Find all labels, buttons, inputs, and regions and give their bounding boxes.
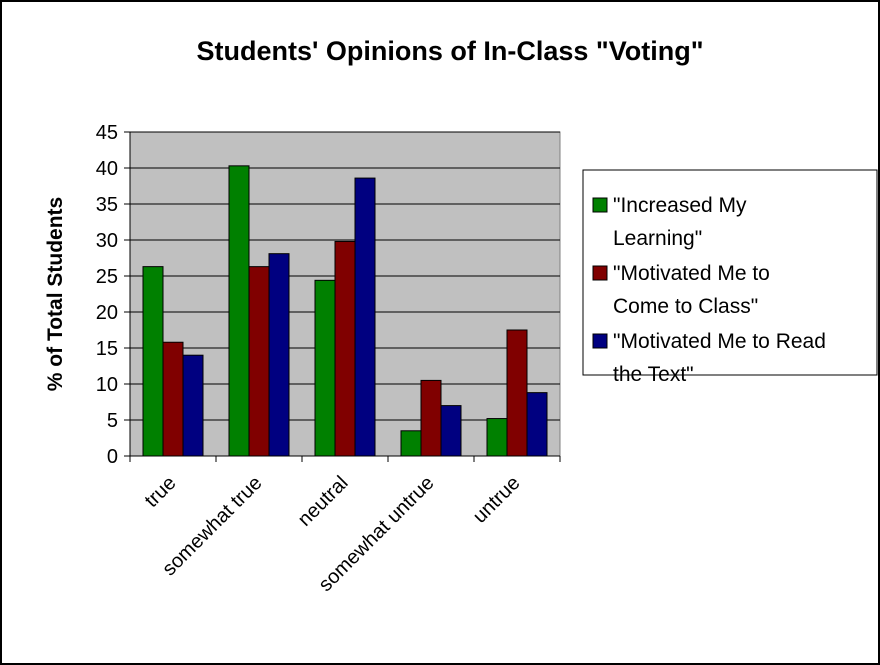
y-tick-label: 10: [96, 374, 118, 396]
legend-label: the Text": [613, 363, 694, 386]
y-tick-label: 35: [96, 194, 118, 216]
bar: [314, 279, 336, 457]
legend-swatch: [592, 333, 608, 349]
x-tick-label: neutral: [294, 472, 353, 531]
legend-label: "Increased My: [613, 194, 747, 217]
x-tick-label: untrue: [469, 472, 525, 528]
bar: [526, 392, 548, 457]
bar: [334, 240, 356, 457]
chart-title: Students' Opinions of In-Class "Voting": [196, 36, 703, 66]
legend-swatch: [592, 197, 608, 213]
bar: [420, 379, 442, 457]
y-tick-label: 40: [96, 158, 118, 180]
legend-box: [582, 169, 878, 376]
y-tick-label: 25: [96, 266, 118, 288]
legend: "Increased My Learning" "Motivated Me to Co…: [582, 169, 878, 386]
legend-swatch: [592, 265, 608, 281]
y-tick-label: 15: [96, 338, 118, 360]
bar: [182, 354, 204, 457]
bar: [400, 430, 422, 457]
legend-label: "Motivated Me to Read: [613, 330, 826, 353]
legend-label: "Motivated Me to: [613, 262, 770, 285]
bar: [506, 329, 528, 457]
bar: [142, 266, 164, 457]
x-tick-label: true: [141, 472, 181, 512]
y-tick-label: 30: [96, 230, 118, 252]
bar: [486, 418, 508, 457]
bar: [228, 165, 250, 457]
bar: [268, 253, 290, 457]
bar: [354, 177, 376, 457]
legend-label: Come to Class": [613, 295, 758, 318]
bar: [248, 266, 270, 457]
bar: [440, 405, 462, 457]
legend-label: Learning": [613, 227, 702, 250]
y-tick-label: 5: [107, 410, 118, 432]
y-axis-label: % of Total Students: [44, 197, 67, 391]
y-tick-label: 45: [96, 122, 118, 144]
y-tick-label: 0: [107, 446, 118, 468]
bar: [162, 341, 184, 457]
y-tick-label: 20: [96, 302, 118, 324]
